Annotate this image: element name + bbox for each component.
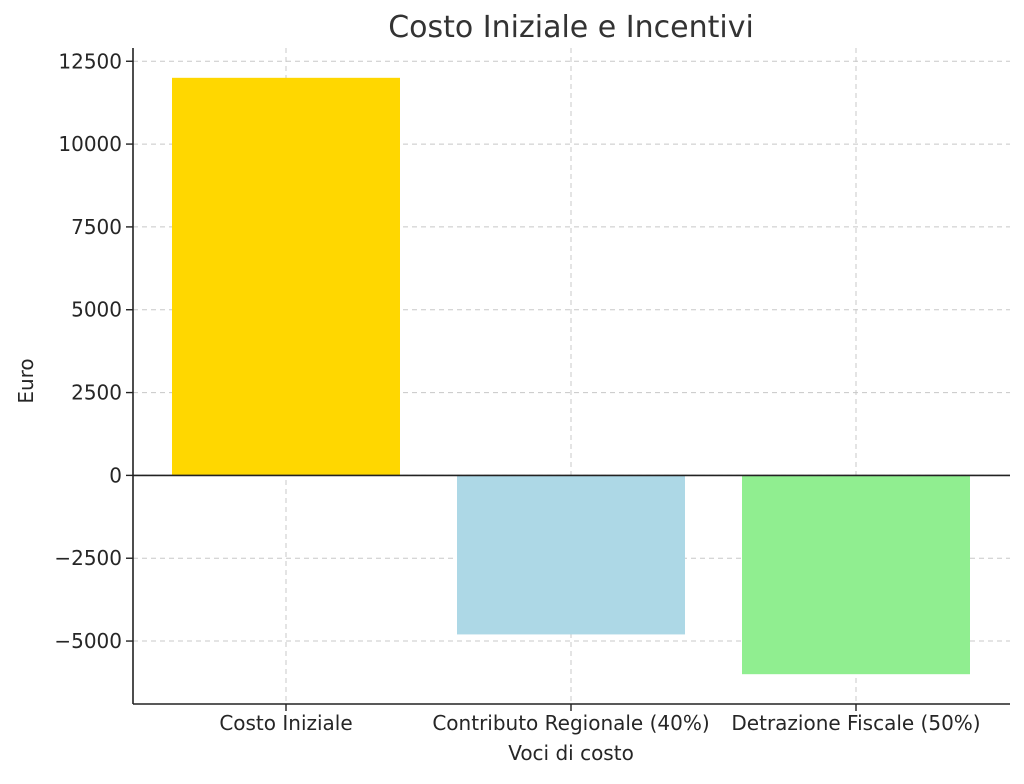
y-tick-label: 12500 (58, 49, 122, 73)
y-tick-label: 0 (109, 463, 122, 487)
x-tick-label: Costo Iniziale (219, 711, 352, 735)
bars (172, 77, 970, 675)
y-tick-label: 5000 (71, 298, 122, 322)
bar (172, 77, 400, 476)
x-tick-label: Contributo Regionale (40%) (432, 711, 709, 735)
bar (457, 475, 685, 635)
x-axis-label: Voci di costo (508, 741, 634, 765)
y-tick-label: 2500 (71, 381, 122, 405)
y-ticks: −5000 −2500 0 2500 5000 7500 10000 12500 (54, 49, 133, 653)
x-ticks: Costo Iniziale Contributo Regionale (40%)… (219, 704, 981, 735)
y-axis-label: Euro (14, 358, 38, 403)
chart-title: Costo Iniziale e Incentivi (388, 10, 754, 45)
x-tick-label: Detrazione Fiscale (50%) (731, 711, 980, 735)
y-tick-label: −5000 (54, 629, 122, 653)
bar (742, 475, 970, 675)
y-tick-label: −2500 (54, 546, 122, 570)
y-tick-label: 7500 (71, 215, 122, 239)
y-tick-label: 10000 (58, 132, 122, 156)
